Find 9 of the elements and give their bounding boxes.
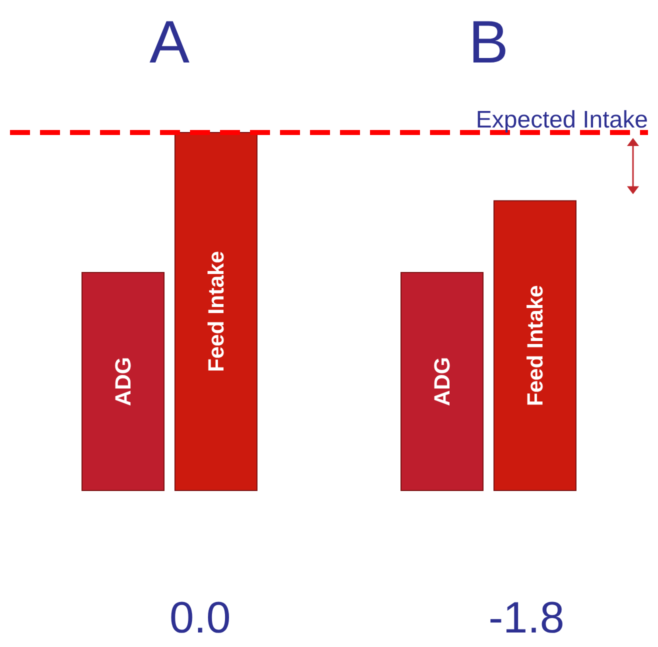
x-tick-label: A bbox=[149, 8, 190, 76]
ref-line-label: Expected Intake bbox=[476, 106, 648, 134]
x-tick-label: B bbox=[468, 8, 509, 76]
series-label: ADG bbox=[110, 357, 136, 406]
text: -1.8 bbox=[488, 594, 564, 642]
text: ADG bbox=[430, 357, 455, 406]
text: 0.0 bbox=[170, 594, 231, 642]
text: Feed Intake bbox=[522, 285, 548, 406]
series-label: Feed Intake bbox=[203, 250, 228, 372]
